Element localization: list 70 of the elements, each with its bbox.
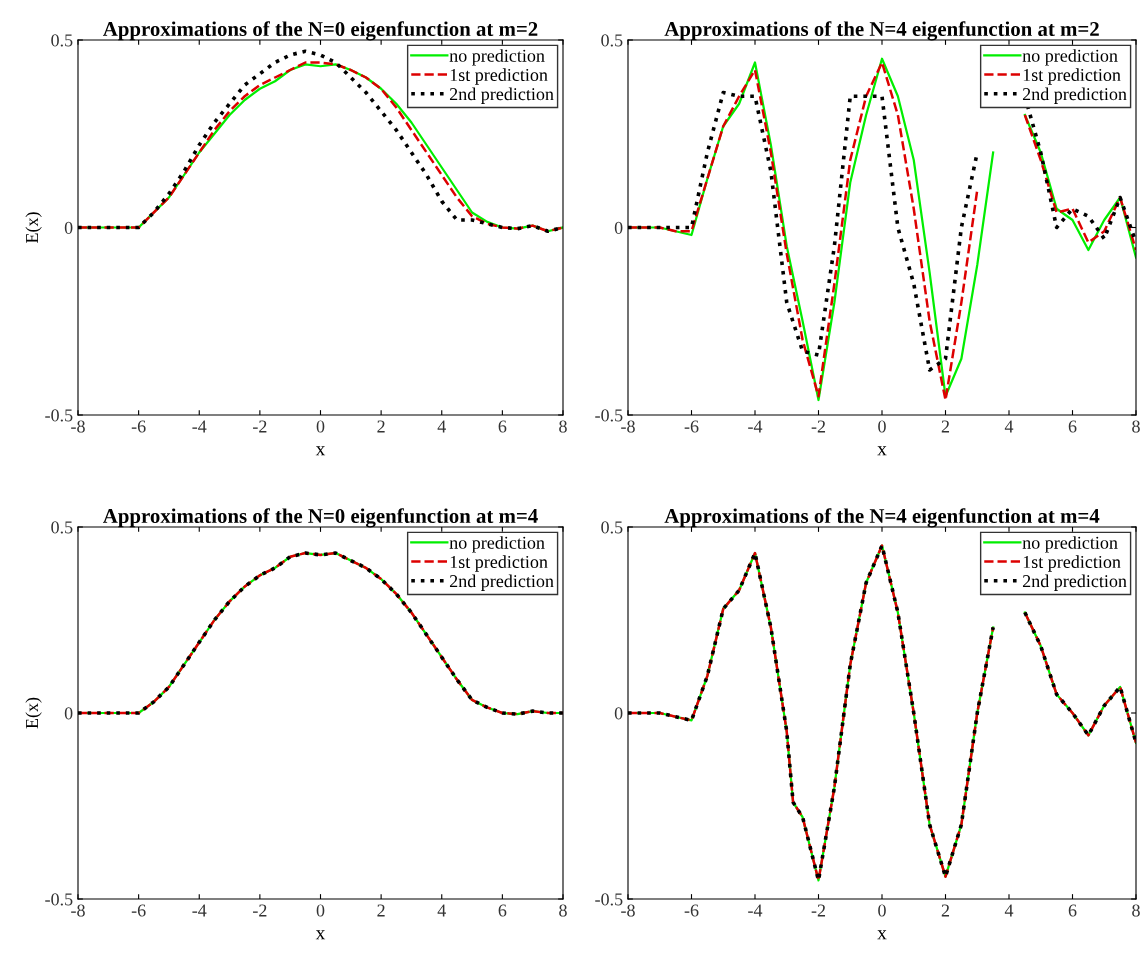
chart-title: Approximations of the N=0 eigenfunction at m=4 [103,508,538,528]
y-tick-label: 0.5 [51,521,73,534]
y-axis-title: E(x) [25,697,42,729]
legend-label: 1st prediction [450,68,548,85]
legend-label: no prediction [449,536,545,553]
x-axis-title: x [315,446,326,456]
x-tick-label: -8 [71,420,85,433]
x-tick-label: 4 [437,904,446,917]
x-tick-label: -8 [621,904,635,917]
legend-label: 2nd prediction [449,87,554,104]
x-tick-label: 8 [1132,420,1140,433]
legend-label: no prediction [449,49,545,66]
y-tick-label: 0 [64,221,73,234]
legend-label: 1st prediction [1023,555,1121,572]
x-tick-label: 6 [1068,904,1077,917]
x-tick-label: -2 [253,420,267,433]
x-tick-label: 0 [316,420,325,433]
chart-title: Approximations of the N=4 eigenfunction at m=4 [664,508,1100,528]
x-tick-label: -4 [192,420,207,433]
x-tick-label: 4 [1004,904,1014,917]
x-tick-label: -6 [684,904,699,917]
y-tick-label: 0 [614,707,623,720]
x-tick-label: 8 [1132,904,1140,917]
x-tick-label: 2 [377,420,385,433]
x-tick-label: 0 [878,420,886,433]
x-axis-title: x [315,930,326,940]
legend-label: 1st prediction [1023,68,1121,85]
x-tick-label: 8 [559,904,567,917]
y-tick-label: -0.5 [45,893,73,906]
x-tick-label: 2 [377,904,385,917]
x-tick-label: -4 [748,904,763,917]
y-tick-label: -0.5 [595,409,623,422]
x-tick-label: -2 [811,904,826,917]
x-tick-label: -6 [684,420,699,433]
y-tick-label: -0.5 [45,409,73,422]
x-axis-title: x [877,446,887,456]
x-tick-label: 4 [1004,420,1014,433]
y-tick-label: 0.5 [51,34,73,47]
x-tick-label: 6 [498,904,507,917]
x-tick-label: 6 [1068,420,1077,433]
x-tick-label: -6 [131,904,146,917]
legend-label: 1st prediction [450,555,548,572]
x-tick-label: 0 [316,904,325,917]
x-tick-label: -6 [131,420,146,433]
x-tick-label: 0 [878,904,886,917]
x-tick-label: -2 [253,904,267,917]
x-tick-label: -4 [748,420,763,433]
y-tick-label: 0.5 [601,34,623,47]
y-tick-label: 0 [614,221,623,234]
legend-label: 2nd prediction [449,574,554,591]
x-tick-label: 2 [941,904,950,917]
x-tick-label: -4 [192,904,207,917]
x-tick-label: -2 [811,420,826,433]
x-tick-label: -8 [621,420,635,433]
x-tick-label: -8 [71,904,85,917]
y-tick-label: -0.5 [595,893,623,906]
y-tick-label: 0 [64,707,73,720]
legend-label: no prediction [1022,536,1118,553]
chart-title: Approximations of the N=4 eigenfunction at m=2 [664,21,1099,41]
x-tick-label: 6 [498,420,507,433]
chart-title: Approximations of the N=0 eigenfunction at m=2 [103,21,538,41]
legend-label: no prediction [1022,49,1118,66]
legend-label: 2nd prediction [1022,574,1127,591]
x-tick-label: 2 [941,420,950,433]
y-tick-label: 0.5 [601,521,623,534]
y-axis-title: E(x) [25,212,42,244]
x-axis-title: x [877,930,887,940]
x-tick-label: 8 [559,420,567,433]
x-tick-label: 4 [437,420,446,433]
legend-label: 2nd prediction [1022,87,1127,104]
